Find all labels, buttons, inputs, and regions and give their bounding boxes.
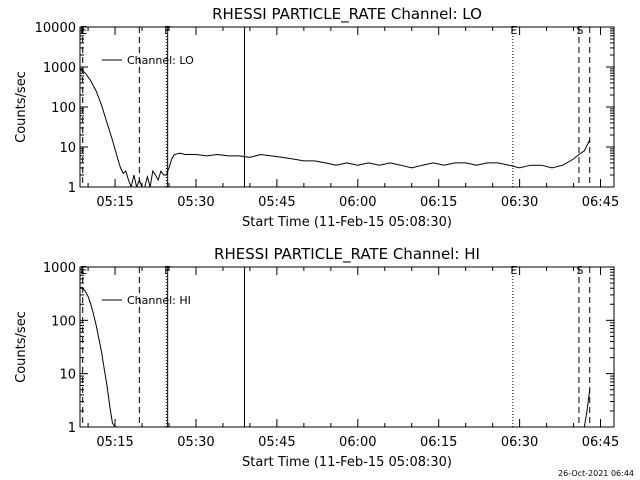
y-tick-label: 1 (68, 421, 76, 436)
x-tick-label: 05:45 (258, 435, 295, 450)
event-marker-label: E (80, 24, 87, 37)
x-tick-label: 05:30 (177, 435, 214, 450)
x-tick-label: 05:15 (96, 435, 133, 450)
y-tick-label: 1000 (43, 261, 76, 276)
y-axis-label: Counts/sec (14, 311, 29, 383)
x-tick-label: 06:15 (420, 435, 457, 450)
y-tick-label: 1000 (43, 61, 76, 76)
chart-title: RHESSI PARTICLE_RATE Channel: LO (212, 5, 482, 24)
x-axis-label: Start Time (11-Feb-15 05:08:30) (242, 215, 452, 230)
event-marker-label: E (510, 24, 517, 37)
x-tick-label: 06:45 (582, 435, 619, 450)
x-tick-label: 05:15 (96, 195, 133, 210)
timestamp-footer: 26-Oct-2021 06:44 (558, 469, 634, 478)
x-tick-label: 06:00 (339, 435, 376, 450)
x-tick-label: 06:45 (582, 195, 619, 210)
plot-frame (79, 266, 615, 428)
chart-panel-2: RHESSI PARTICLE_RATE Channel: HI Start Ti… (14, 245, 619, 470)
y-tick-label: 10 (59, 368, 76, 383)
y-axis-label: Counts/sec (14, 71, 29, 143)
x-tick-label: 06:15 (420, 195, 457, 210)
x-tick-label: 06:30 (501, 435, 538, 450)
event-marker-label: E (510, 264, 517, 277)
y-tick-label: 1 (68, 181, 76, 196)
x-tick-label: 06:30 (501, 195, 538, 210)
x-axis-label: Start Time (11-Feb-15 05:08:30) (242, 455, 452, 470)
event-marker-label: E (80, 264, 87, 277)
chart-panels: RHESSI PARTICLE_RATE Channel: LO Start Ti… (14, 5, 619, 470)
series-line (583, 389, 591, 427)
y-tick-label: 10 (59, 141, 76, 156)
y-tick-label: 100 (51, 101, 76, 116)
series-line (80, 286, 116, 427)
x-tick-label: 06:00 (339, 195, 376, 210)
event-marker-label: S (576, 24, 583, 37)
x-tick-label: 05:45 (258, 195, 295, 210)
legend-label: Channel: LO (127, 54, 194, 67)
event-marker-label: S (576, 264, 583, 277)
y-tick-label: 100 (51, 314, 76, 329)
x-tick-label: 05:30 (177, 195, 214, 210)
chart-title: RHESSI PARTICLE_RATE Channel: HI (214, 245, 480, 264)
series-line (80, 68, 591, 187)
legend-label: Channel: HI (127, 294, 191, 307)
y-tick-label: 10000 (35, 21, 76, 36)
chart-panel-1: RHESSI PARTICLE_RATE Channel: LO Start Ti… (14, 5, 619, 230)
